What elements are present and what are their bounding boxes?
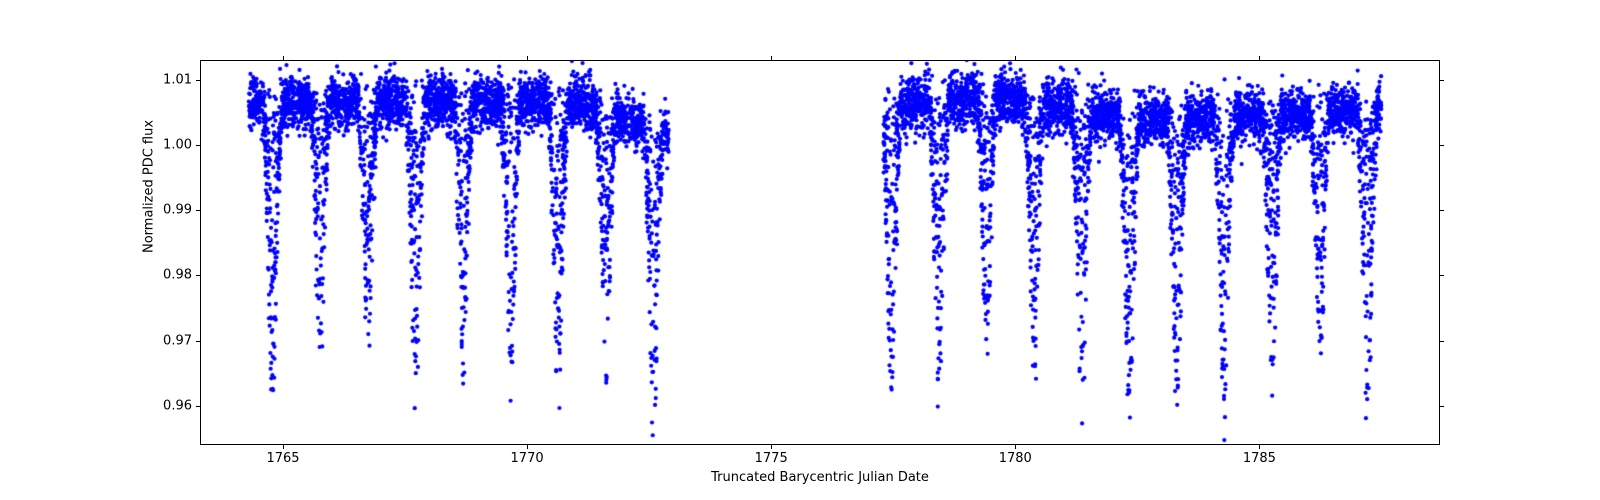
plot-axes: 17651770177517801785 0.960.970.980.991.0… [200, 60, 1440, 445]
x-tick-label: 1785 [1243, 451, 1276, 466]
x-tick [1259, 445, 1260, 449]
y-tick [196, 341, 200, 342]
y-tick [1440, 80, 1444, 81]
y-tick [1440, 406, 1444, 407]
x-tick [283, 56, 284, 60]
x-tick [283, 445, 284, 449]
x-tick [771, 445, 772, 449]
spine-bottom [200, 444, 1440, 445]
y-tick-label: 1.01 [163, 72, 192, 87]
x-tick-label: 1780 [999, 451, 1032, 466]
x-tick [1015, 56, 1016, 60]
y-tick [1440, 341, 1444, 342]
y-tick-label: 0.97 [163, 333, 192, 348]
y-tick-label: 1.00 [163, 137, 192, 152]
x-axis-label: Truncated Barycentric Julian Date [711, 470, 929, 485]
y-tick [196, 145, 200, 146]
x-tick-label: 1770 [511, 451, 544, 466]
x-tick-label: 1775 [755, 451, 788, 466]
x-tick-label: 1765 [266, 451, 299, 466]
y-tick-label: 0.98 [163, 268, 192, 283]
y-tick [196, 210, 200, 211]
x-tick [771, 56, 772, 60]
spine-right [1439, 60, 1440, 445]
y-tick [1440, 145, 1444, 146]
figure: 1765 1770 1775 1780 1785 0.96 0.97 0.98 0.99 1.0… [0, 0, 1600, 500]
y-tick-label: 0.99 [163, 203, 192, 218]
x-tick [527, 445, 528, 449]
y-tick [196, 275, 200, 276]
scatter-plot [200, 60, 1440, 445]
y-tick [196, 80, 200, 81]
x-tick [1015, 445, 1016, 449]
spine-left [200, 60, 201, 445]
y-tick [1440, 210, 1444, 211]
y-tick [1440, 275, 1444, 276]
y-axis-label: Normalized PDC flux [142, 119, 157, 252]
x-tick [1259, 56, 1260, 60]
x-tick [527, 56, 528, 60]
y-tick-label: 0.96 [163, 398, 192, 413]
spine-top [200, 60, 1440, 61]
y-tick [196, 406, 200, 407]
